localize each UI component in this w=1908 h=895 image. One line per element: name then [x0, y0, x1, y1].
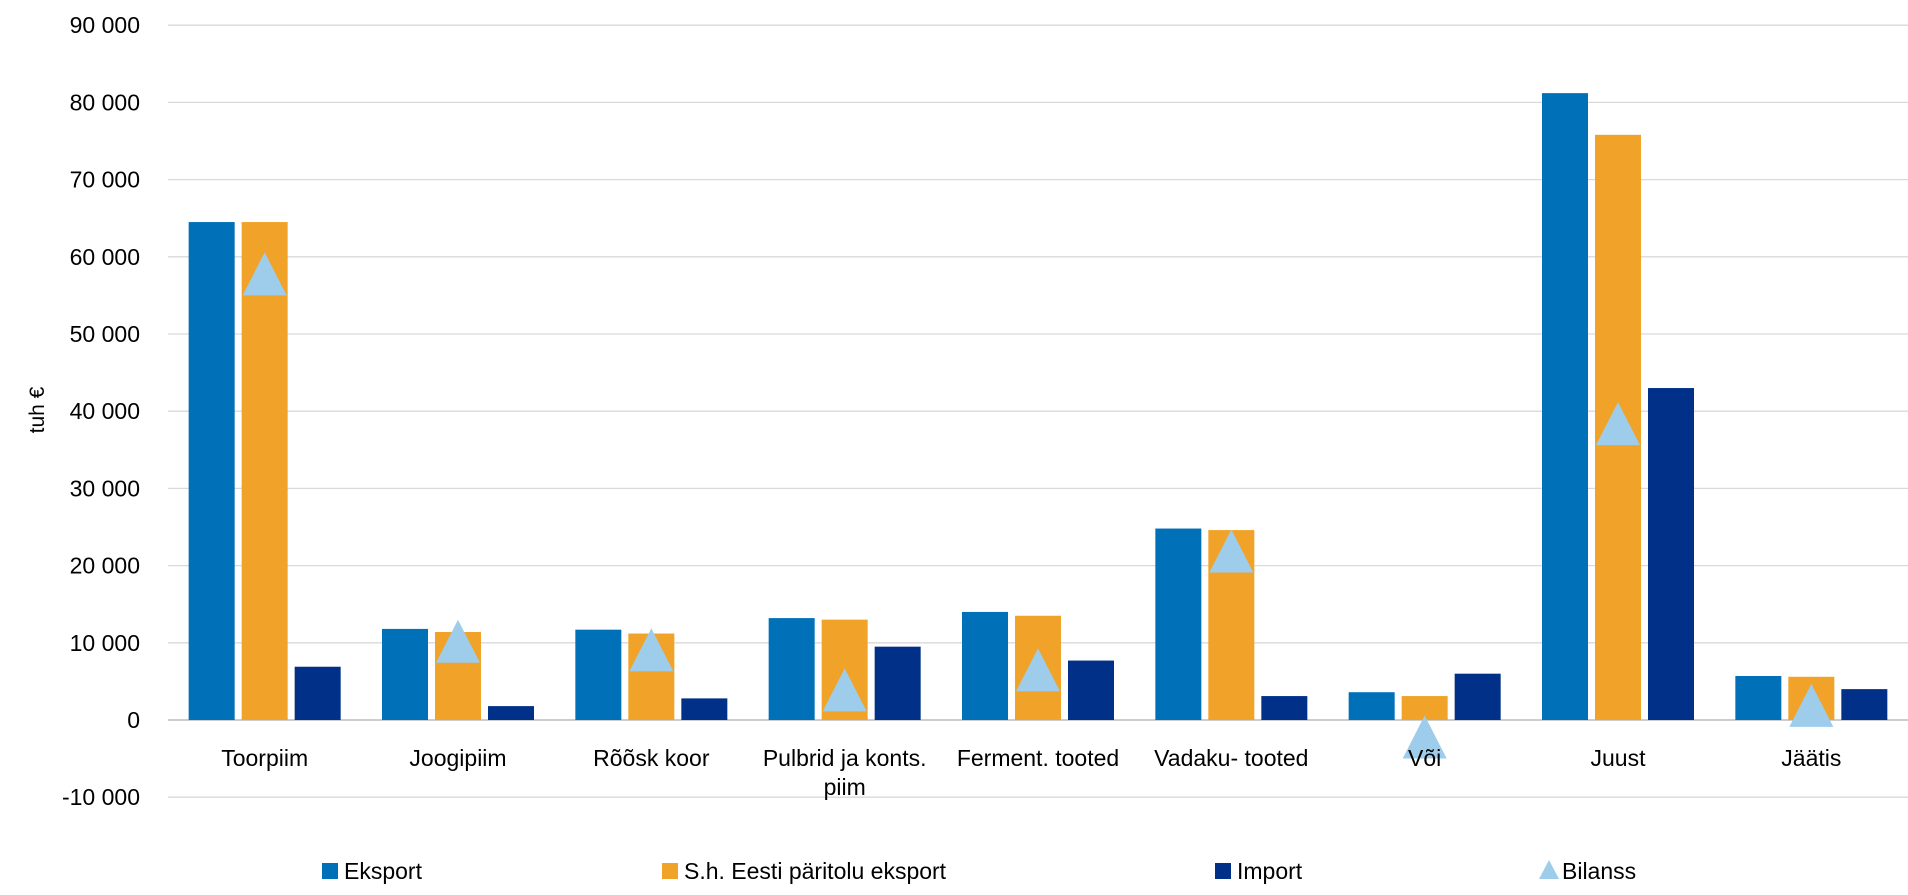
legend-label: Bilanss [1562, 858, 1636, 884]
y-tick-label: 0 [127, 707, 140, 733]
bilanss-marker [1789, 683, 1834, 727]
bar-import [488, 706, 534, 720]
y-axis-title: tuh € [26, 386, 49, 433]
category-label: Ferment. tooted [957, 745, 1119, 771]
category-label: Või [1408, 745, 1441, 771]
y-tick-label: 90 000 [70, 12, 140, 38]
y-tick-label: 30 000 [70, 475, 140, 501]
bar-eksport [382, 628, 428, 720]
bar-import [1841, 689, 1888, 720]
category-label: Pulbrid ja konts. piim [763, 745, 927, 800]
bilanss-marker [629, 628, 674, 672]
y-tick-label: 60 000 [70, 244, 140, 270]
y-tick-label: -10 000 [62, 784, 140, 810]
y-tick-label: 80 000 [70, 89, 140, 115]
bars [188, 93, 1888, 721]
bar-import [681, 698, 728, 720]
bar-eksport [962, 611, 1008, 720]
category-labels: Toorpiim Joogipiim Rõõsk koor Pulbrid ja ko… [221, 745, 1841, 800]
category-label: Vadaku- tooted [1154, 745, 1308, 771]
category-label: Jäätis [1781, 745, 1841, 771]
legend: Eksport S.h. Eesti päritolu eksport Import… [322, 858, 1636, 884]
bilanss-marker [1016, 648, 1060, 692]
legend-label: S.h. Eesti päritolu eksport [684, 858, 947, 884]
category-label: Juust [1591, 745, 1647, 771]
y-tick-label: 20 000 [70, 553, 140, 579]
legend-swatch [322, 863, 338, 879]
bilanss-marker [1596, 402, 1640, 446]
legend-swatch [1215, 863, 1231, 879]
category-label: Rõõsk koor [593, 745, 710, 771]
bar-import [1648, 388, 1694, 720]
y-tick-label: 40 000 [70, 398, 140, 424]
category-label: Toorpiim [221, 745, 308, 771]
bar-import [294, 666, 341, 720]
legend-label: Eksport [344, 858, 423, 884]
y-tick-label: 50 000 [70, 321, 140, 347]
y-tick-label: 10 000 [70, 630, 140, 656]
bar-eksport [188, 222, 235, 720]
bar-import [1261, 696, 1308, 720]
category-label: Joogipiim [409, 745, 506, 771]
bar-s-h-eesti-p-ritolu-eksport [1401, 696, 1448, 720]
bar-eksport [575, 629, 622, 720]
bar-eksport [1155, 528, 1202, 720]
y-tick-label: 70 000 [70, 167, 140, 193]
bar-eksport [768, 618, 815, 720]
y-axis-ticks: -10 000 0 10 000 20 000 30 000 40 000 50 000 60… [62, 12, 140, 810]
legend-label: Import [1237, 858, 1303, 884]
bar-import [874, 646, 921, 720]
bar-eksport [1348, 692, 1395, 720]
bilanss-marker [1209, 529, 1254, 573]
bar-import [1454, 673, 1501, 720]
bilanss-markers [242, 252, 1834, 759]
bilanss-marker [242, 252, 287, 296]
legend-swatch [1539, 860, 1559, 879]
bilanss-marker [436, 619, 480, 663]
bar-import [1068, 660, 1114, 720]
bar-eksport [1735, 675, 1782, 720]
legend-swatch [662, 863, 678, 879]
bilanss-marker [822, 668, 867, 712]
bar-s-h-eesti-p-ritolu-eksport [241, 222, 288, 720]
bilanss-marker [1402, 715, 1447, 759]
bar-eksport [1542, 93, 1588, 721]
